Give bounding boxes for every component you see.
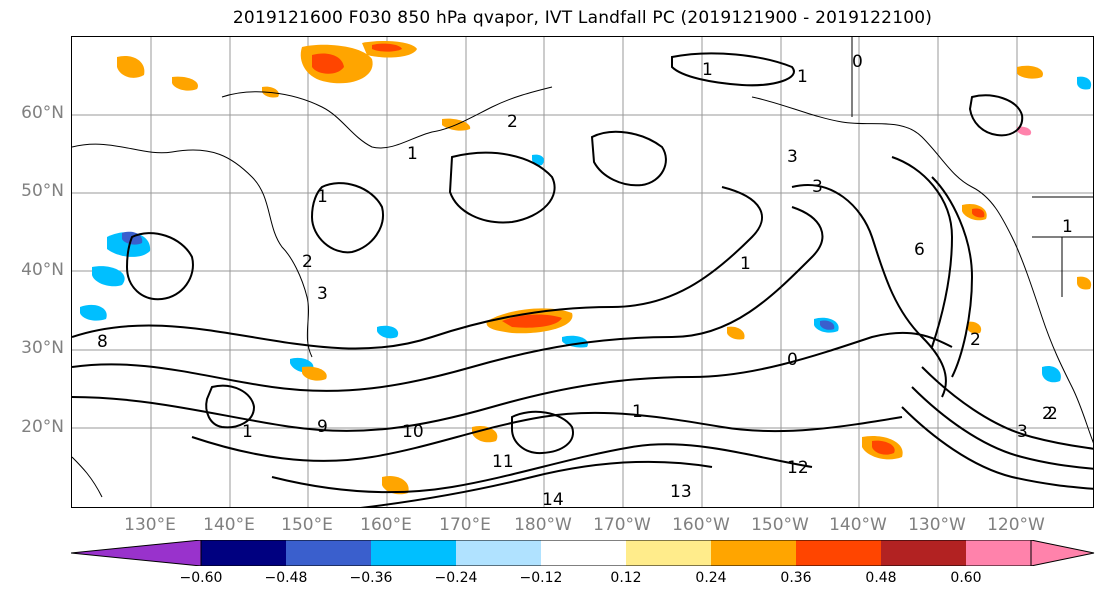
colorbar-tick-label: 0.36 bbox=[780, 570, 812, 586]
colorbar-bin bbox=[881, 540, 966, 566]
contour-label: 1 bbox=[797, 67, 808, 87]
colorbar-extend-right bbox=[1030, 540, 1095, 566]
qvapor-anomaly-fills bbox=[80, 41, 1092, 495]
colorbar-tick-label: 0.24 bbox=[695, 570, 727, 586]
colorbar-bin bbox=[371, 540, 456, 566]
contour-label: 3 bbox=[812, 177, 823, 197]
lat-label-40n: 40°N bbox=[21, 260, 64, 280]
colorbar-bin bbox=[711, 540, 796, 566]
lon-label-170w: 170°W bbox=[593, 515, 651, 535]
lon-label-140w: 140°W bbox=[829, 515, 887, 535]
contour-label: 3 bbox=[787, 147, 798, 167]
coastlines bbox=[72, 37, 1093, 498]
lon-label-130w: 130°W bbox=[908, 515, 966, 535]
colorbar-bin bbox=[201, 540, 286, 566]
gridlines bbox=[72, 37, 1093, 507]
colorbar-tick-label: 0.12 bbox=[610, 570, 642, 586]
colorbar-tick-label: −0.48 bbox=[264, 570, 308, 586]
map-canvas: 1 1 2 3 3 0 1 6 1 2 3 1 2 3 8 9 0 1 2 1 … bbox=[72, 37, 1093, 508]
contour-label: 11 bbox=[492, 452, 514, 472]
lon-label-150e: 150°E bbox=[281, 515, 333, 535]
lon-label-140e: 140°E bbox=[203, 515, 255, 535]
lon-label-160e: 160°E bbox=[360, 515, 412, 535]
lat-label-30n: 30°N bbox=[21, 338, 64, 358]
colorbar-bin bbox=[286, 540, 371, 566]
colorbar-tick-label: 0.48 bbox=[865, 570, 897, 586]
contour-label: 9 bbox=[317, 417, 328, 437]
contour-label: 8 bbox=[97, 332, 108, 352]
colorbar-extend-left bbox=[71, 540, 202, 566]
colorbar-tick-label: −0.60 bbox=[179, 570, 223, 586]
contour-label: 2 bbox=[302, 252, 313, 272]
contour-label: 0 bbox=[852, 52, 863, 72]
colorbar bbox=[71, 540, 1095, 566]
colorbar-bin bbox=[541, 540, 626, 566]
lat-label-60n: 60°N bbox=[21, 103, 64, 123]
contour-label: 0 bbox=[787, 350, 798, 370]
lon-label-170e: 170°E bbox=[439, 515, 491, 535]
colorbar-bin bbox=[966, 540, 1031, 566]
contour-label: 2 bbox=[1047, 404, 1058, 424]
contour-label: 1 bbox=[407, 144, 418, 164]
contour-label: 1 bbox=[632, 402, 643, 422]
map-title: 2019121600 F030 850 hPa qvapor, IVT Land… bbox=[232, 8, 933, 28]
contour-label: 1 bbox=[242, 422, 253, 442]
colorbar-bin bbox=[456, 540, 541, 566]
contour-label: 3 bbox=[317, 284, 328, 304]
colorbar-tick-label: −0.36 bbox=[349, 570, 393, 586]
lon-label-160w: 160°W bbox=[672, 515, 730, 535]
contour-label: 12 bbox=[787, 458, 809, 478]
colorbar-tick-label: −0.12 bbox=[519, 570, 563, 586]
contour-label: 2 bbox=[507, 112, 518, 132]
lon-label-180w: 180°W bbox=[514, 515, 572, 535]
lon-label-130e: 130°E bbox=[124, 515, 176, 535]
ivt-contours bbox=[72, 52, 1093, 507]
lon-label-150w: 150°W bbox=[751, 515, 809, 535]
lat-label-20n: 20°N bbox=[21, 417, 64, 437]
contour-label: 6 bbox=[914, 240, 925, 260]
colorbar-bin bbox=[796, 540, 881, 566]
contour-label-group: 1 1 2 3 3 0 1 6 1 2 3 1 2 3 8 9 0 1 2 1 … bbox=[97, 52, 1073, 508]
contour-label: 1 bbox=[740, 254, 751, 274]
lon-label-120w: 120°W bbox=[987, 515, 1045, 535]
map-panel: 1 1 2 3 3 0 1 6 1 2 3 1 2 3 8 9 0 1 2 1 … bbox=[71, 36, 1094, 508]
contour-label: 10 bbox=[402, 422, 424, 442]
colorbar-bin bbox=[626, 540, 711, 566]
contour-label: 14 bbox=[542, 490, 564, 508]
colorbar-tick-label: −0.24 bbox=[434, 570, 478, 586]
contour-label: 13 bbox=[670, 482, 692, 502]
contour-label: 3 bbox=[1017, 422, 1028, 442]
contour-label: 1 bbox=[317, 187, 328, 207]
lat-label-50n: 50°N bbox=[21, 181, 64, 201]
contour-label: 2 bbox=[970, 330, 981, 350]
contour-label: 2 bbox=[1042, 404, 1053, 424]
contour-label: 1 bbox=[702, 60, 713, 80]
contour-label: 1 bbox=[1062, 217, 1073, 237]
colorbar-tick-label: 0.60 bbox=[950, 570, 982, 586]
